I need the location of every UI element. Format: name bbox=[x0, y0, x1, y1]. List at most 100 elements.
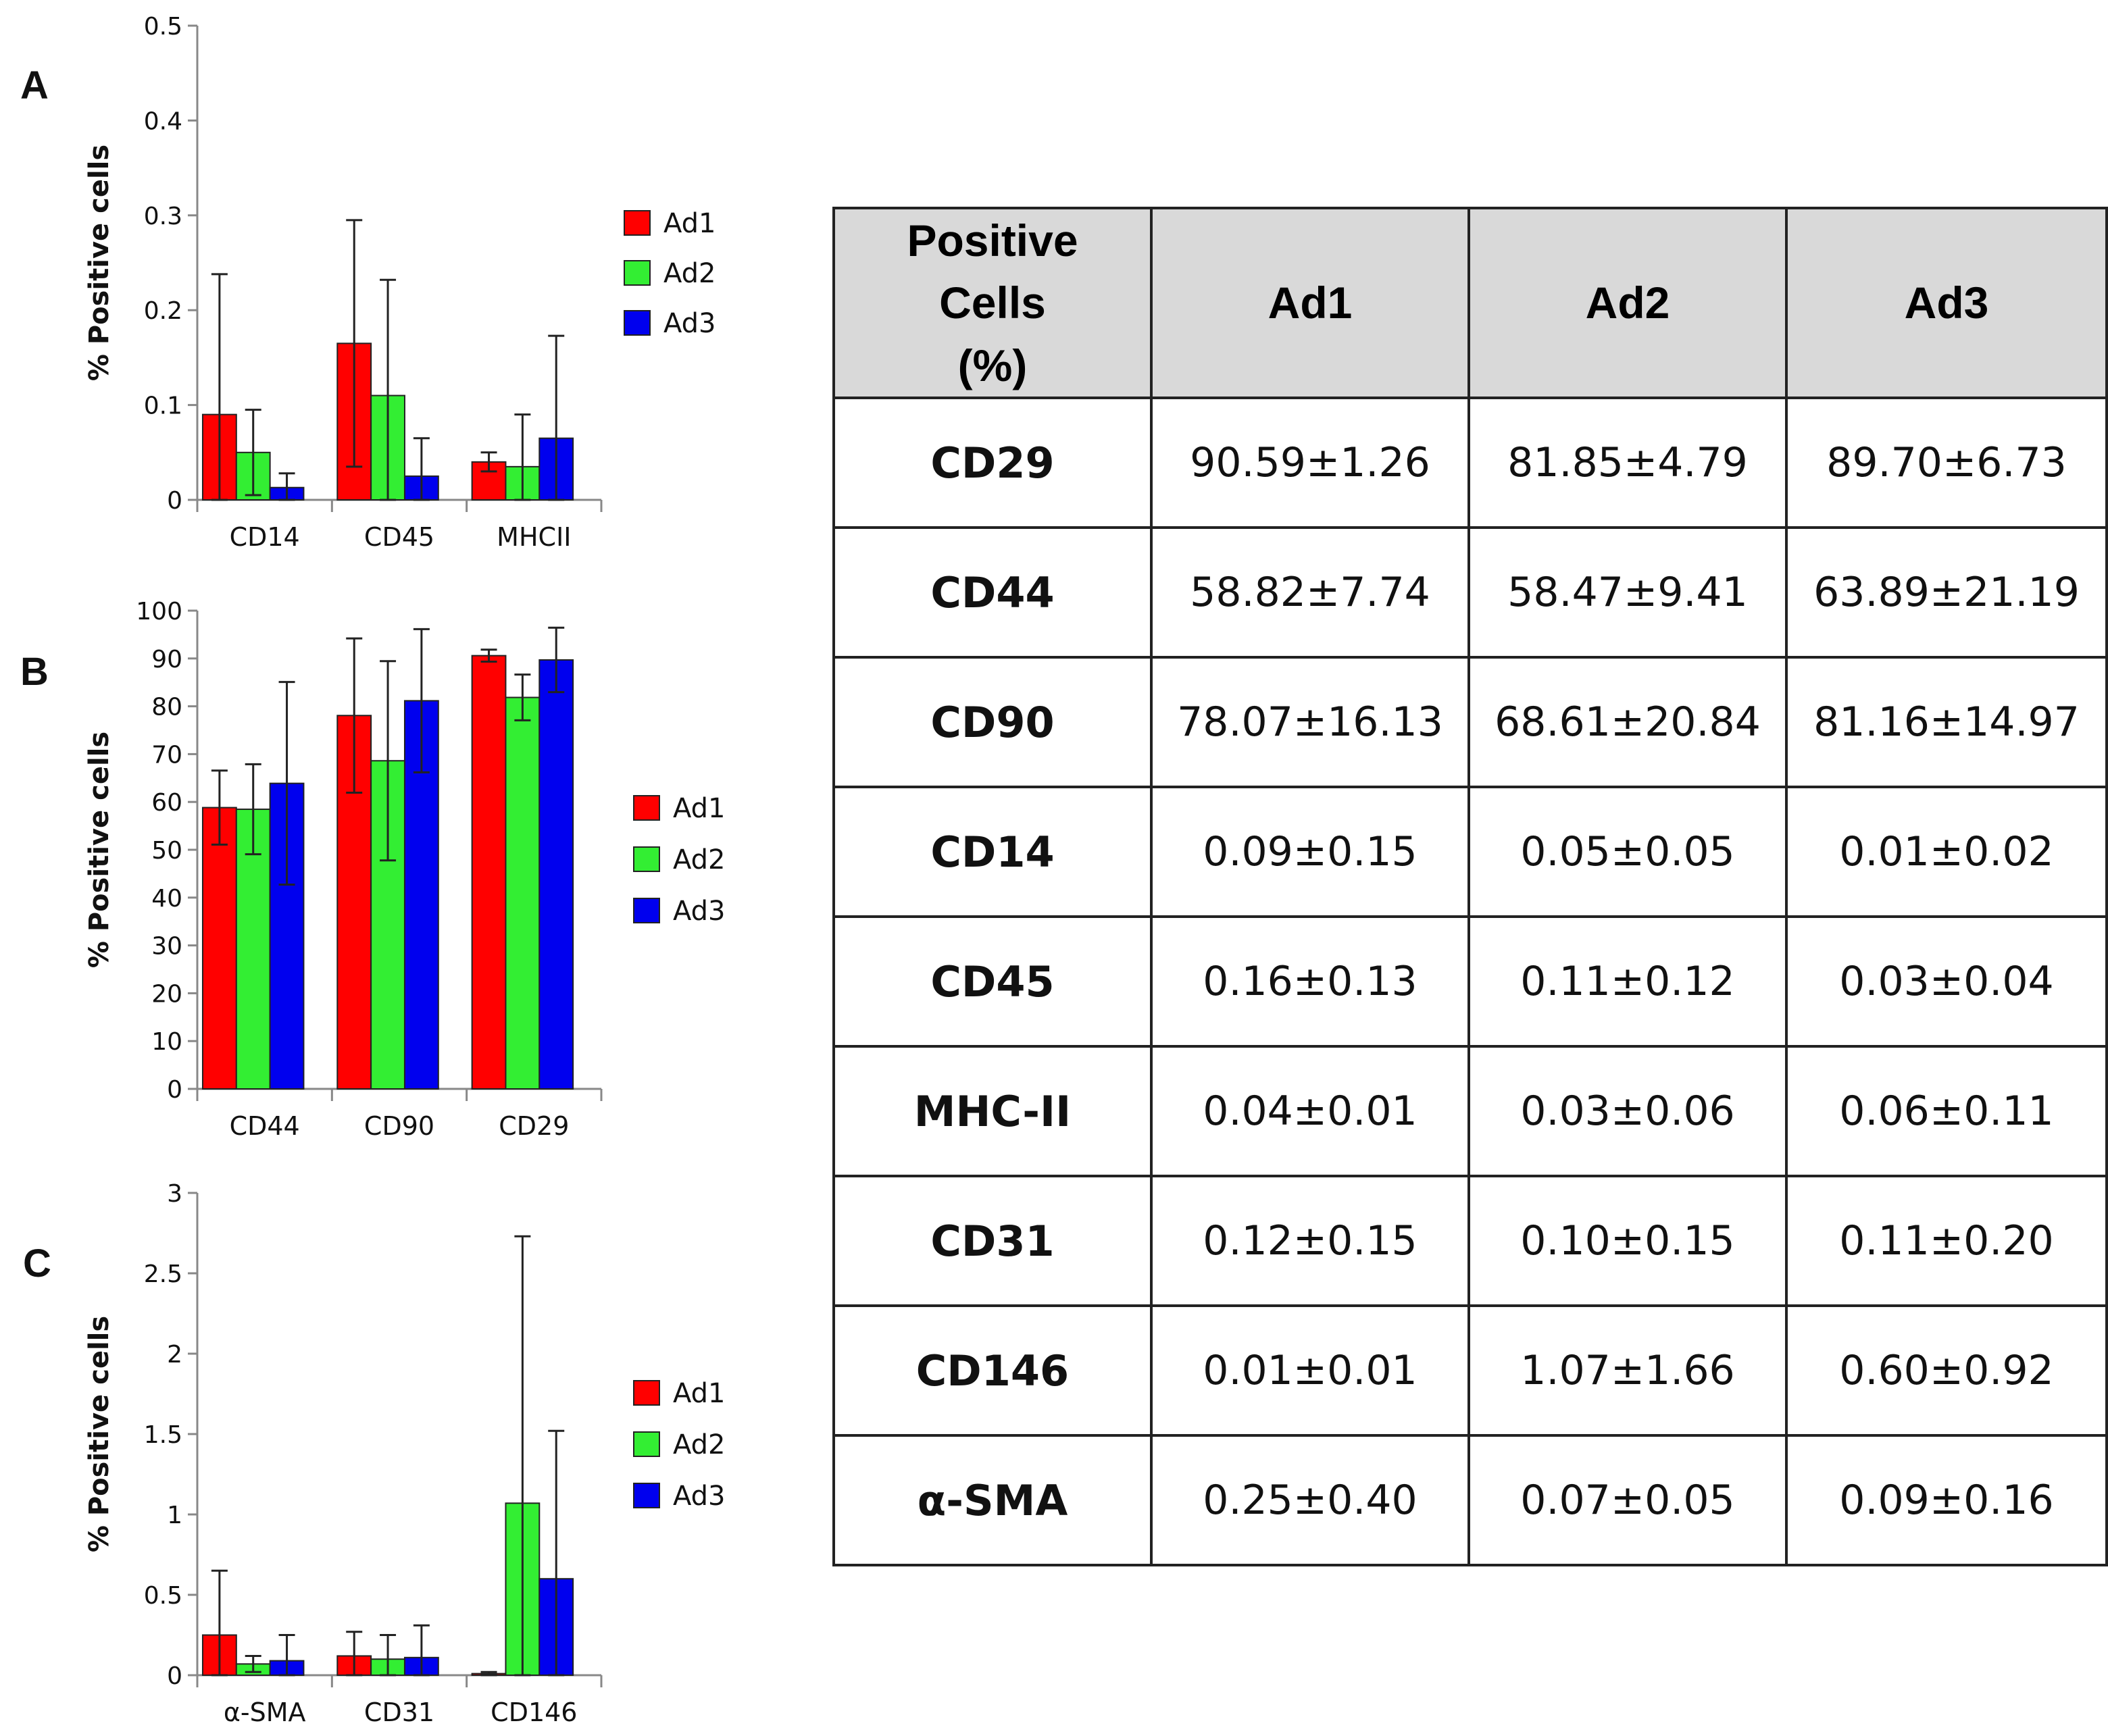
table-row: CD14 0.09±0.15 0.05±0.05 0.01±0.02 bbox=[832, 786, 2108, 919]
y-tick-label: 70 bbox=[151, 741, 182, 769]
header-positive-cells-label: Positive Cells (%) bbox=[907, 215, 1078, 390]
table-row-label: α-SMA bbox=[832, 1434, 1153, 1567]
table-row-label: CD90 bbox=[832, 656, 1153, 789]
table-row-label: CD44 bbox=[832, 526, 1153, 659]
y-tick-label: 0.5 bbox=[144, 13, 182, 41]
table-cell: 1.07±1.66 bbox=[1467, 1304, 1788, 1437]
table-cell: 0.07±0.05 bbox=[1467, 1434, 1788, 1567]
y-tick-label: 10 bbox=[151, 1028, 182, 1056]
bar-ad2 bbox=[235, 809, 271, 1090]
bar-ad1 bbox=[471, 655, 507, 1090]
legend-swatch-ad3 bbox=[624, 310, 651, 336]
table-cell: 78.07±16.13 bbox=[1150, 656, 1470, 789]
table-row-label: CD31 bbox=[832, 1175, 1153, 1308]
table-cell: 0.01±0.02 bbox=[1785, 786, 2108, 919]
table-cell: 0.03±0.04 bbox=[1785, 915, 2108, 1048]
positive-cells-table: Positive Cells (%) Ad1 Ad2 Ad3 CD29 90.59… bbox=[832, 206, 2108, 1567]
x-tick-label: CD14 bbox=[230, 522, 300, 552]
panel-label: A bbox=[20, 63, 49, 107]
table-row: CD146 0.01±0.01 1.07±1.66 0.60±0.92 bbox=[832, 1304, 2108, 1437]
bar-ad1 bbox=[201, 807, 237, 1090]
table-cell: 90.59±1.26 bbox=[1150, 397, 1470, 530]
table-cell: 0.11±0.12 bbox=[1467, 915, 1788, 1048]
table-cell: 0.04±0.01 bbox=[1150, 1045, 1470, 1178]
header-positive-cells: Positive Cells (%) bbox=[832, 206, 1153, 400]
table-cell: 81.85±4.79 bbox=[1467, 397, 1788, 530]
x-tick-label: CD45 bbox=[364, 522, 434, 552]
x-tick-label: CD146 bbox=[491, 1697, 577, 1727]
y-tick-label: 90 bbox=[151, 646, 182, 673]
table-row: α-SMA 0.25±0.40 0.07±0.05 0.09±0.16 bbox=[832, 1434, 2108, 1567]
header-ad3: Ad3 bbox=[1785, 206, 2108, 400]
table-row-label: CD45 bbox=[832, 915, 1153, 1048]
table-cell: 63.89±21.19 bbox=[1785, 526, 2108, 659]
y-tick-label: 30 bbox=[151, 933, 182, 961]
table-row-label: CD146 bbox=[832, 1304, 1153, 1437]
table-cell: 0.16±0.13 bbox=[1150, 915, 1470, 1048]
legend-label: Ad2 bbox=[673, 844, 726, 875]
table-cell: 0.60±0.92 bbox=[1785, 1304, 2108, 1437]
legend-label: Ad3 bbox=[663, 308, 716, 339]
y-tick-label: 3 bbox=[167, 1180, 182, 1208]
x-tick-label: MHCII bbox=[497, 522, 571, 552]
y-tick-label: 0.3 bbox=[144, 203, 182, 230]
table-row-label: CD14 bbox=[832, 786, 1153, 919]
table-cell: 0.12±0.15 bbox=[1150, 1175, 1470, 1308]
table-row: CD44 58.82±7.74 58.47±9.41 63.89±21.19 bbox=[832, 526, 2108, 659]
y-tick-label: 40 bbox=[151, 885, 182, 913]
table-row: CD45 0.16±0.13 0.11±0.12 0.03±0.04 bbox=[832, 915, 2108, 1048]
table-row: CD29 90.59±1.26 81.85±4.79 89.70±6.73 bbox=[832, 397, 2108, 530]
legend-label: Ad2 bbox=[673, 1429, 726, 1460]
table-row: MHC-II 0.04±0.01 0.03±0.06 0.06±0.11 bbox=[832, 1045, 2108, 1178]
table-header-row: Positive Cells (%) Ad1 Ad2 Ad3 bbox=[832, 206, 2108, 400]
y-axis-label: % Positive cells bbox=[84, 732, 115, 968]
y-tick-label: 1 bbox=[167, 1502, 182, 1529]
table-cell: 0.10±0.15 bbox=[1467, 1175, 1788, 1308]
y-tick-label: 100 bbox=[136, 598, 182, 626]
table-cell: 81.16±14.97 bbox=[1785, 656, 2108, 789]
table-cell: 0.05±0.05 bbox=[1467, 786, 1788, 919]
y-tick-label: 0 bbox=[167, 1662, 182, 1690]
panel-label: C bbox=[23, 1242, 51, 1285]
y-tick-label: 0.1 bbox=[144, 392, 182, 420]
table-cell: 0.06±0.11 bbox=[1785, 1045, 2108, 1178]
y-tick-label: 2 bbox=[167, 1341, 182, 1369]
panel-label: B bbox=[20, 650, 49, 694]
table-cell: 0.03±0.06 bbox=[1467, 1045, 1788, 1178]
header-ad2: Ad2 bbox=[1467, 206, 1788, 400]
y-tick-label: 0.4 bbox=[144, 107, 182, 135]
table-row-label: MHC-II bbox=[832, 1045, 1153, 1178]
x-tick-label: α-SMA bbox=[224, 1697, 306, 1727]
y-tick-label: 1.5 bbox=[144, 1421, 182, 1449]
table-cell: 0.01±0.01 bbox=[1150, 1304, 1470, 1437]
header-ad1: Ad1 bbox=[1150, 206, 1470, 400]
legend-label: Ad1 bbox=[673, 1378, 726, 1409]
table-cell: 68.61±20.84 bbox=[1467, 656, 1788, 789]
bar-ad2 bbox=[505, 696, 541, 1090]
table-row: CD90 78.07±16.13 68.61±20.84 81.16±14.97 bbox=[832, 656, 2108, 789]
y-tick-label: 0.5 bbox=[144, 1582, 182, 1610]
legend-label: Ad2 bbox=[663, 258, 716, 289]
y-axis-label: % Positive cells bbox=[84, 1316, 115, 1552]
legend-swatch-ad1 bbox=[633, 1380, 660, 1406]
bar-ad3 bbox=[538, 659, 574, 1090]
legend-swatch-ad2 bbox=[624, 260, 651, 286]
legend-swatch-ad2 bbox=[633, 1431, 660, 1457]
y-tick-label: 80 bbox=[151, 694, 182, 721]
table-row: CD31 0.12±0.15 0.10±0.15 0.11±0.20 bbox=[832, 1175, 2108, 1308]
y-tick-label: 60 bbox=[151, 789, 182, 817]
y-tick-label: 2.5 bbox=[144, 1260, 182, 1288]
y-tick-label: 0 bbox=[167, 1076, 182, 1104]
x-tick-label: CD31 bbox=[364, 1697, 434, 1727]
x-tick-label: CD90 bbox=[364, 1111, 434, 1141]
legend-swatch-ad1 bbox=[624, 210, 651, 236]
table-cell: 0.11±0.20 bbox=[1785, 1175, 2108, 1308]
x-tick-label: CD29 bbox=[499, 1111, 569, 1141]
legend-label: Ad3 bbox=[673, 896, 726, 927]
y-axis-label: % Positive cells bbox=[84, 145, 115, 381]
table-cell: 0.09±0.16 bbox=[1785, 1434, 2108, 1567]
legend-swatch-ad1 bbox=[633, 795, 660, 821]
table-cell: 0.25±0.40 bbox=[1150, 1434, 1470, 1567]
y-tick-label: 20 bbox=[151, 980, 182, 1008]
